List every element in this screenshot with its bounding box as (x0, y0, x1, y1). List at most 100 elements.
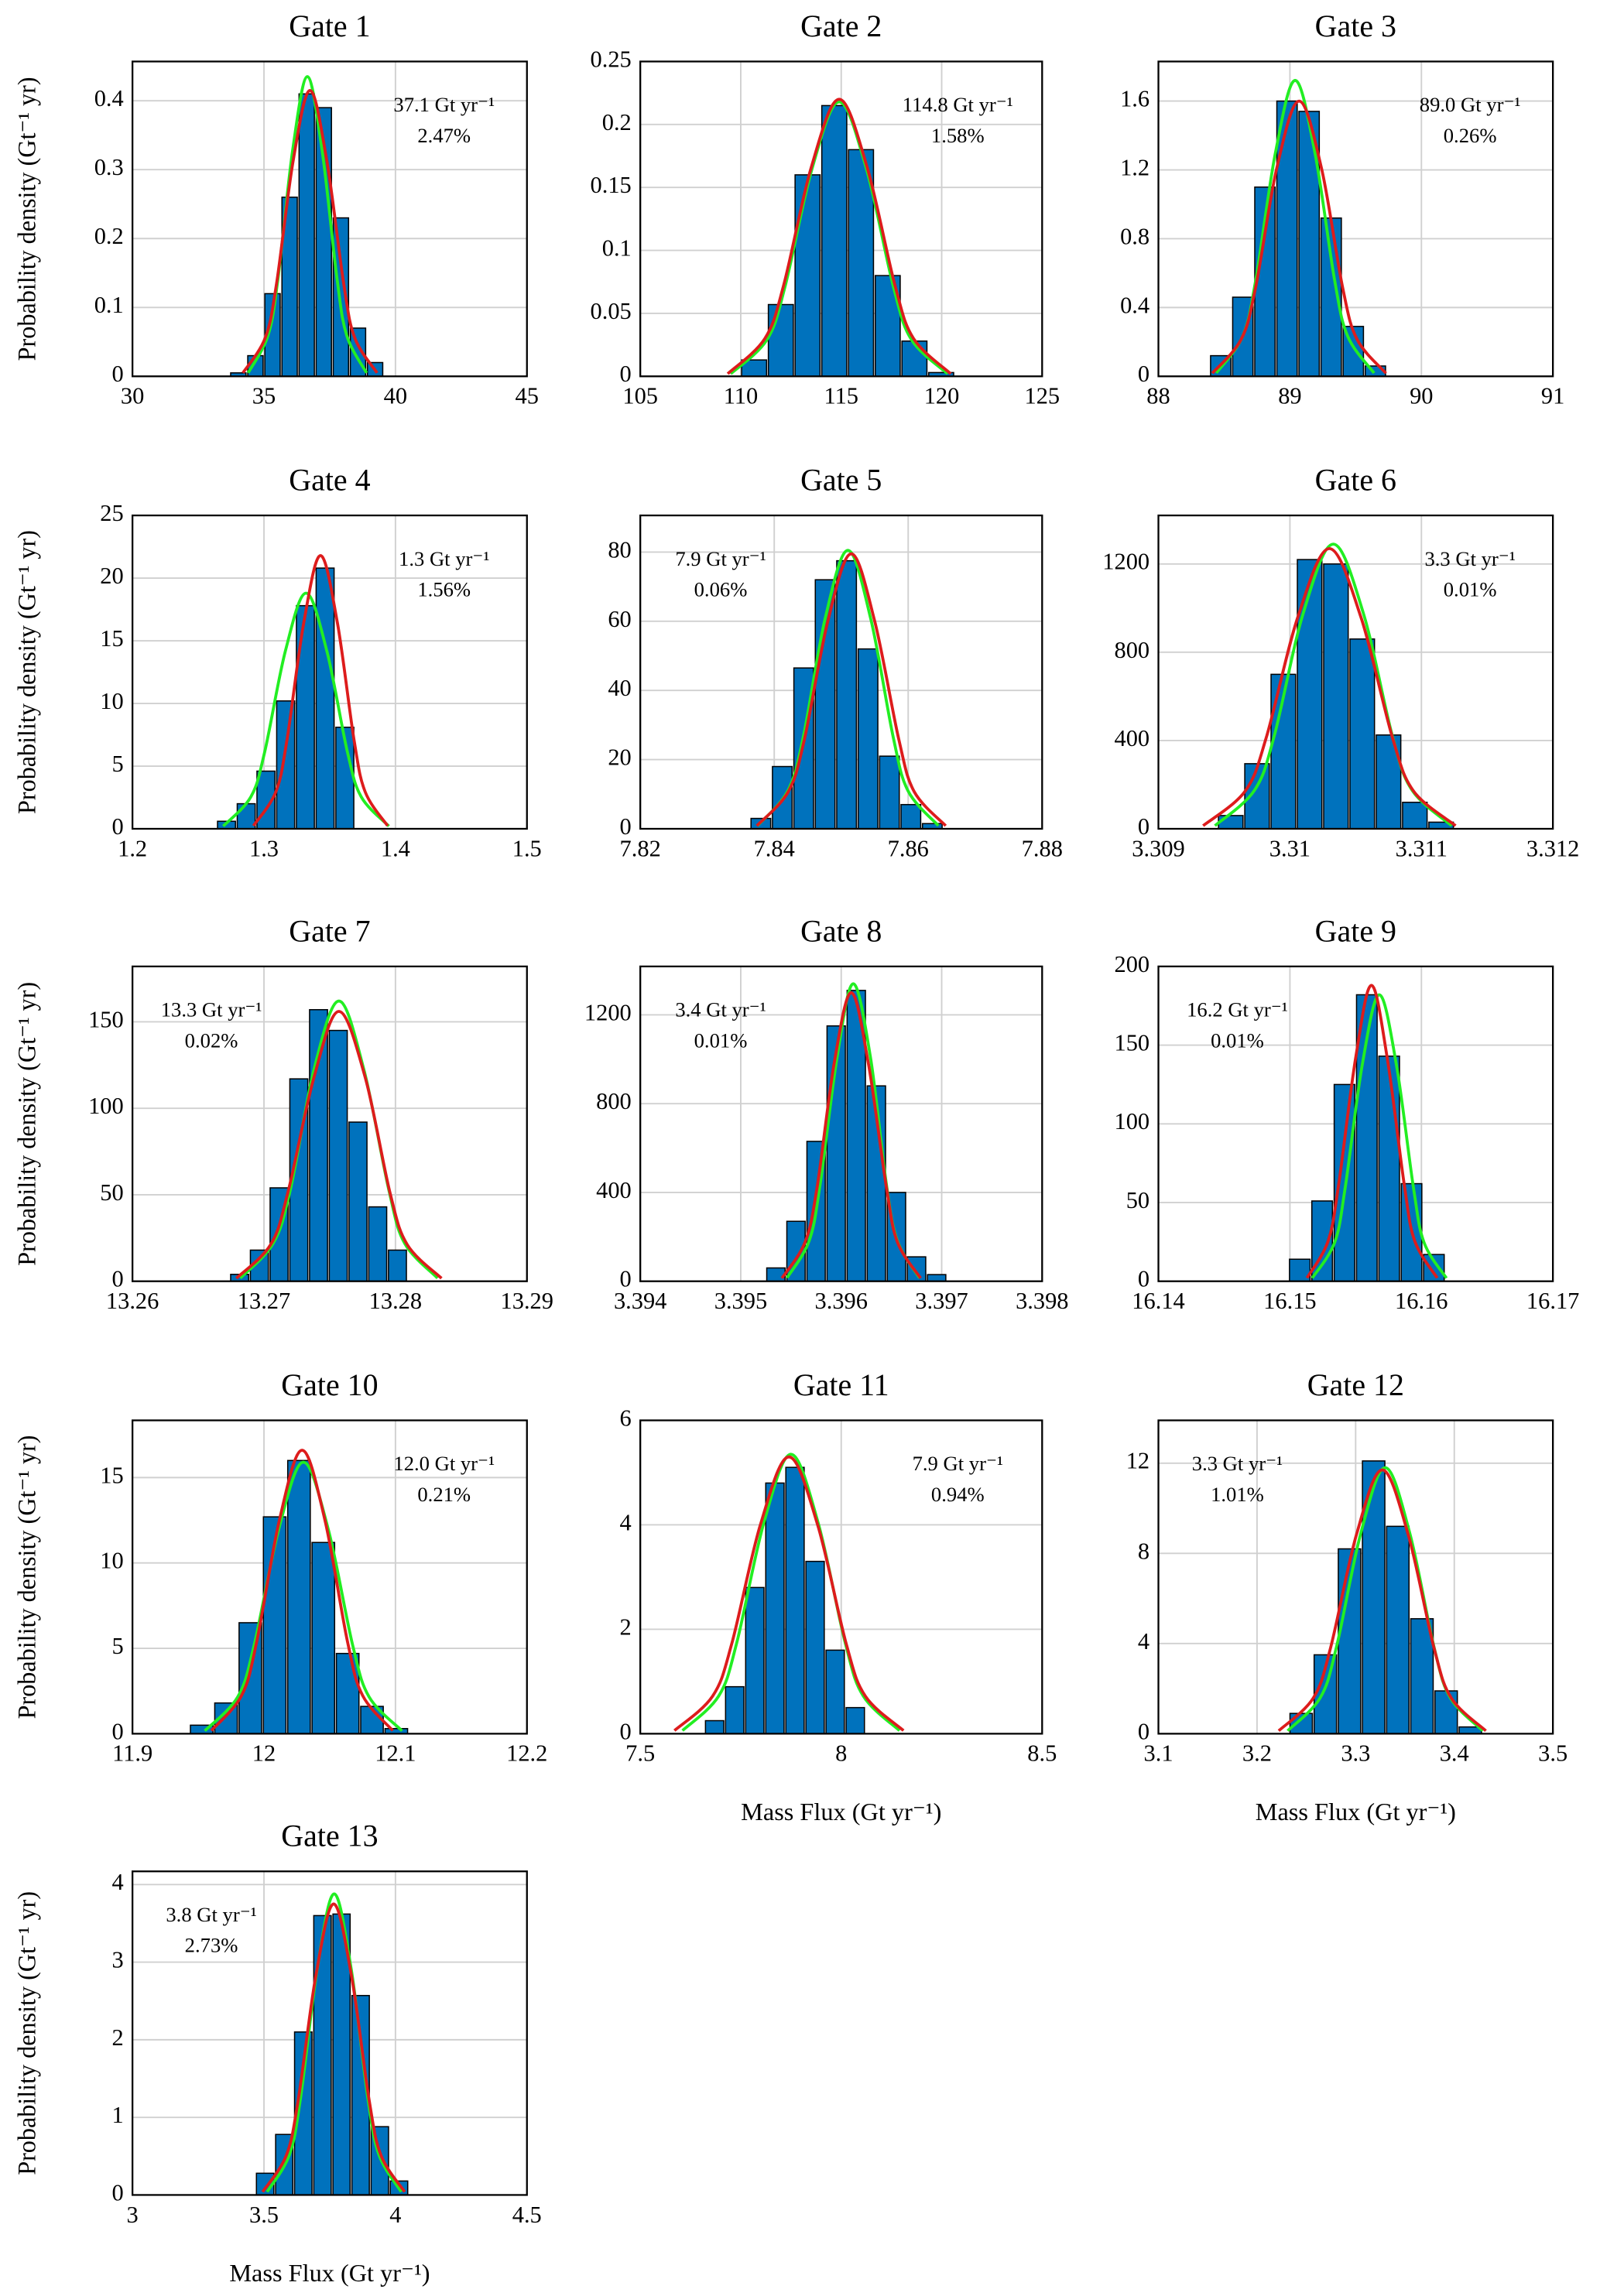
bar (1276, 100, 1298, 378)
bar (725, 1685, 745, 1735)
bar (825, 1649, 845, 1735)
y-axis-label: Probability density (Gt⁻¹ yr) (12, 1891, 40, 2175)
x-tick-label: 7.88 (1022, 835, 1063, 861)
x-tick-label: 7.84 (754, 835, 795, 861)
x-tick-label: 3.397 (915, 1288, 968, 1314)
annotation: 1.3 Gt yr⁻¹ (399, 547, 489, 570)
x-tick-label: 3 (127, 2202, 139, 2228)
chart-title: Gate 3 (1315, 9, 1396, 43)
annotation: 1.58% (931, 124, 985, 147)
bar (1434, 1690, 1458, 1735)
chart-title: Gate 11 (793, 1368, 889, 1402)
plot-frame (639, 60, 1043, 378)
bar (311, 1542, 336, 1735)
y-tick-label: 0.4 (1120, 292, 1149, 318)
annotation: 1.56% (417, 578, 471, 601)
y-tick-label: 800 (596, 1088, 632, 1114)
annotation: 0.01% (694, 1028, 748, 1052)
y-tick-label: 0.2 (94, 223, 124, 249)
y-tick-label: 1.2 (1120, 155, 1149, 181)
x-tick-label: 3.311 (1396, 835, 1448, 861)
y-tick-label: 0 (1138, 813, 1149, 840)
plot-frame (131, 965, 528, 1282)
x-tick-label: 40 (384, 383, 407, 409)
plot-frame (639, 965, 1043, 1282)
plot-frame (1157, 965, 1554, 1282)
bar (1362, 1460, 1386, 1735)
y-tick-label: 150 (1114, 1030, 1149, 1056)
x-tick-label: 3.396 (815, 1288, 868, 1314)
y-tick-label: 1 (112, 2102, 124, 2128)
y-tick-label: 40 (608, 675, 631, 701)
y-tick-label: 5 (112, 751, 124, 777)
bar (1289, 1258, 1311, 1282)
x-axis-label: Mass Flux (Gt yr⁻¹) (741, 1798, 941, 1826)
y-tick-label: 2 (620, 1613, 632, 1640)
plot-frame (131, 1870, 528, 2196)
y-tick-label: 4 (620, 1509, 632, 1535)
y-tick-label: 15 (100, 1462, 123, 1488)
density-curve (780, 991, 922, 1279)
y-tick-label: 20 (608, 744, 631, 771)
y-tick-label: 50 (1126, 1187, 1149, 1213)
y-tick-label: 15 (100, 625, 123, 652)
density-curve (755, 552, 947, 827)
y-axis-label: Probability density (Gt⁻¹ yr) (12, 1435, 40, 1719)
annotation: 1.01% (1211, 1483, 1264, 1506)
annotation: 3.3 Gt yr⁻¹ (1192, 1452, 1283, 1475)
x-tick-label: 16.15 (1263, 1288, 1316, 1314)
y-tick-label: 0.3 (94, 154, 124, 180)
y-tick-label: 2 (112, 2024, 124, 2051)
x-tick-label: 35 (252, 383, 276, 409)
bar (1218, 815, 1244, 830)
x-tick-label: 89 (1278, 383, 1301, 409)
plot-frame (639, 514, 1043, 830)
y-tick-label: 6 (620, 1405, 632, 1431)
annotation: 0.02% (185, 1028, 238, 1052)
x-tick-label: 91 (1541, 383, 1564, 409)
chart-title: Gate 1 (289, 9, 370, 43)
x-tick-label: 11.9 (112, 1740, 152, 1767)
bar (328, 1029, 348, 1282)
annotation: 37.1 Gt yr⁻¹ (393, 93, 495, 116)
y-tick-label: 0 (620, 1718, 632, 1744)
annotation: 12.0 Gt yr⁻¹ (393, 1452, 495, 1475)
x-tick-label: 105 (622, 383, 658, 409)
chart-title: Gate 7 (289, 914, 370, 948)
y-tick-label: 100 (88, 1093, 124, 1119)
y-tick-label: 0.1 (602, 235, 632, 262)
density-curve (221, 591, 390, 827)
y-tick-label: 400 (1114, 725, 1149, 751)
x-tick-label: 45 (516, 383, 539, 409)
x-tick-label: 3.5 (1538, 1740, 1567, 1767)
density-curve (726, 98, 952, 375)
x-tick-label: 3.5 (249, 2202, 279, 2228)
x-tick-label: 8.5 (1027, 1740, 1057, 1767)
x-tick-label: 88 (1146, 383, 1170, 409)
bar (901, 340, 928, 378)
plot-frame (1157, 514, 1554, 830)
y-tick-label: 0.15 (591, 172, 632, 198)
y-tick-label: 0 (1138, 1266, 1149, 1292)
x-tick-label: 3.398 (1016, 1288, 1068, 1314)
x-tick-label: 12.2 (506, 1740, 547, 1767)
bar (348, 1121, 368, 1282)
density-curve (204, 1460, 403, 1732)
annotation: 16.2 Gt yr⁻¹ (1187, 998, 1288, 1021)
bar (785, 1466, 805, 1735)
y-tick-label: 0 (620, 1266, 632, 1292)
x-tick-label: 3.395 (714, 1288, 767, 1314)
annotation: 3.8 Gt yr⁻¹ (166, 1903, 256, 1926)
x-tick-label: 8 (835, 1740, 847, 1767)
y-tick-label: 400 (596, 1177, 632, 1203)
bar (927, 1274, 947, 1282)
y-tick-label: 0 (112, 2179, 124, 2205)
y-tick-label: 0 (620, 361, 632, 387)
x-axis-label: Mass Flux (Gt yr⁻¹) (1256, 1798, 1456, 1826)
bar (821, 104, 848, 378)
bar (1349, 638, 1376, 830)
y-tick-label: 3 (112, 1947, 124, 1973)
density-curve (1277, 1468, 1487, 1733)
y-tick-label: 0.8 (1120, 223, 1149, 249)
y-tick-label: 0 (1138, 1718, 1149, 1744)
